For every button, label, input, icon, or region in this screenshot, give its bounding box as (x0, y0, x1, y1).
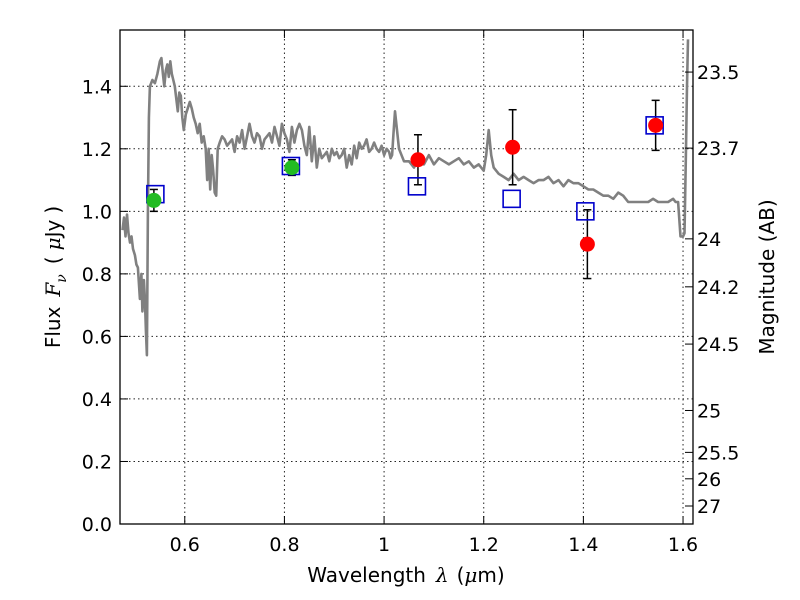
y2-tick-label: 23.7 (697, 138, 739, 160)
y2-tick-label: 25 (697, 400, 721, 422)
model-photometry-square (502, 189, 521, 209)
y-tick-label: 0.0 (82, 514, 112, 536)
y-tick-label: 1.2 (82, 139, 112, 161)
y-tick-label: 1.4 (82, 76, 112, 98)
y2-tick-label: 26 (697, 469, 721, 491)
observed-point-green (146, 192, 162, 208)
grid (120, 30, 693, 524)
y2-tick-label: 27 (697, 496, 721, 518)
y2-tick-label: 24 (697, 229, 721, 251)
observed-point-red (579, 236, 595, 252)
model-spectrum-layer (121, 39, 690, 357)
observed-point-green (284, 160, 300, 176)
y2-tick-label: 24.2 (697, 277, 739, 299)
y2-tick-label: 25.5 (697, 442, 739, 464)
x-tick-label: 1.4 (568, 534, 598, 556)
y-tick-label: 0.2 (82, 451, 112, 473)
y-tick-label: 1.0 (82, 201, 112, 223)
y2-tick-label: 24.5 (697, 334, 739, 356)
observed-point-red (648, 117, 664, 133)
model-photometry-square (645, 116, 664, 135)
model-spectrum-line (121, 39, 690, 357)
observed-point-red (410, 152, 426, 168)
x-tick-label: 1.6 (668, 534, 698, 556)
x-tick-label: 1.2 (469, 534, 499, 556)
x-tick-label: 0.8 (269, 534, 299, 556)
x-axis-label: Wavelength λ (μm) (307, 563, 504, 587)
x-tick-label: 1 (378, 534, 390, 556)
y2-tick-label: 23.5 (697, 62, 739, 84)
y-tick-label: 0.6 (82, 326, 112, 348)
model-photometry-square (407, 177, 427, 196)
y2-axis-label: Magnitude (AB) (755, 199, 779, 354)
y-tick-label: 0.4 (82, 389, 112, 411)
y-axis-label: FluxFν(μJy) (41, 206, 70, 348)
ticks: 0.6 0.8 1 1.2 1.4 1.6 0.0 0.2 0.4 0.6 0.8 1.0 1.2 1.4… (82, 30, 739, 556)
plot-frame (119, 29, 694, 525)
data-points-layer (146, 99, 664, 280)
model-photometry-square (576, 202, 595, 221)
observed-point-red (505, 139, 521, 155)
x-tick-label: 0.6 (170, 534, 200, 556)
y-tick-label: 0.8 (82, 264, 112, 286)
